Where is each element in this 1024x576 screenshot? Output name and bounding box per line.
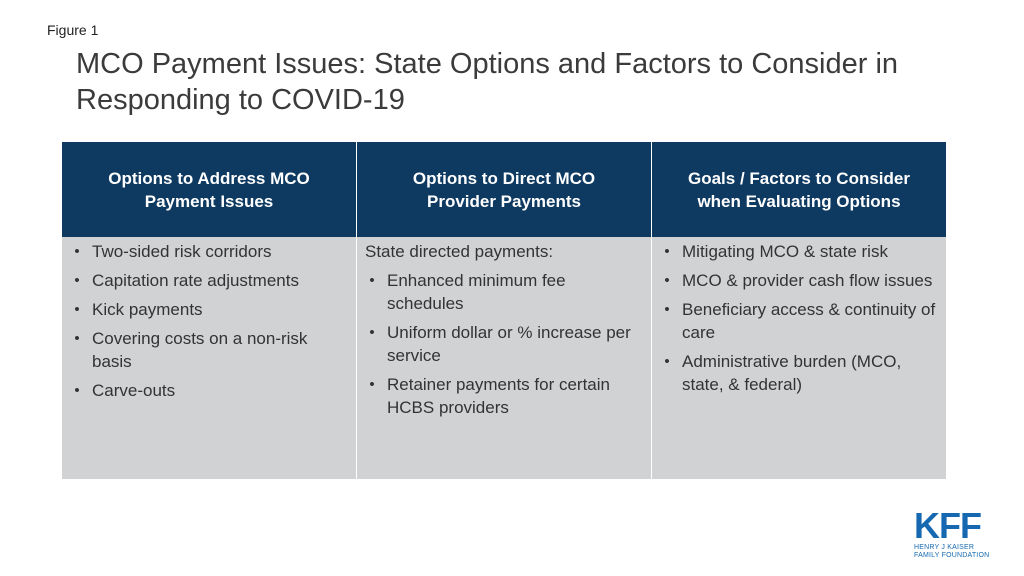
bullet-list: • Enhanced minimum fee schedules • Uniform… — [365, 269, 641, 419]
bullet-icon: • — [664, 353, 670, 370]
list-item: • Mitigating MCO & state risk — [660, 240, 936, 263]
column-header-text: Goals / Factors to Consider when Evaluat… — [688, 168, 910, 211]
logo-subtitle-line2: FAMILY FOUNDATION — [914, 552, 990, 559]
list-item-text: Carve-outs — [92, 381, 176, 400]
list-item: • Carve-outs — [70, 379, 346, 402]
list-item: • Covering costs on a non-risk basis — [70, 327, 346, 373]
bullet-icon: • — [74, 243, 80, 260]
column-intro-text: State directed payments: — [365, 242, 554, 261]
bullet-list: • Mitigating MCO & state risk • MCO & prov… — [660, 240, 936, 396]
list-item-text: Mitigating MCO & state risk — [682, 242, 888, 261]
bullet-icon: • — [74, 382, 80, 399]
options-table: Options to Address MCO Payment Issues Op… — [62, 142, 946, 479]
list-item: • Two-sided risk corridors — [70, 240, 346, 263]
list-item: • Enhanced minimum fee schedules — [365, 269, 641, 315]
list-item: • Administrative burden (MCO, state, & fe… — [660, 350, 936, 396]
bullet-icon: • — [664, 243, 670, 260]
bullet-icon: • — [74, 301, 80, 318]
list-item-text: Retainer payments for certain HCBS provi… — [387, 375, 610, 417]
bullet-list: • Two-sided risk corridors • Capitation ra… — [70, 240, 346, 402]
logo-subtitle-line1: HENRY J KAISER — [914, 544, 975, 551]
bullet-icon: • — [74, 272, 80, 289]
logo-mark: KFF — [914, 505, 982, 546]
list-item: • Uniform dollar or % increase per servic… — [365, 321, 641, 367]
column-header-direct-payments: Options to Direct MCO Provider Payments — [356, 142, 651, 237]
column-body-address-payment: • Two-sided risk corridors • Capitation ra… — [62, 237, 356, 479]
column-header-text: Options to Address MCO Payment Issues — [108, 168, 310, 211]
column-body-goals-factors: • Mitigating MCO & state risk • MCO & prov… — [651, 237, 946, 479]
column-header-address-payment: Options to Address MCO Payment Issues — [62, 142, 356, 237]
list-item-text: Administrative burden (MCO, state, & fed… — [682, 352, 902, 394]
list-item-text: Covering costs on a non-risk basis — [92, 329, 308, 371]
column-header-text: Options to Direct MCO Provider Payments — [412, 168, 596, 211]
bullet-icon: • — [369, 324, 375, 341]
bullet-icon: • — [664, 272, 670, 289]
list-item-text: MCO & provider cash flow issues — [682, 271, 933, 290]
bullet-icon: • — [369, 376, 375, 393]
list-item: • Kick payments — [70, 298, 346, 321]
list-item: • Capitation rate adjustments — [70, 269, 346, 292]
column-body-direct-payments: State directed payments: • Enhanced minim… — [356, 237, 651, 479]
list-item-text: Two-sided risk corridors — [92, 242, 272, 261]
list-item-text: Uniform dollar or % increase per service — [387, 323, 631, 365]
list-item: • MCO & provider cash flow issues — [660, 269, 936, 292]
column-header-goals-factors: Goals / Factors to Consider when Evaluat… — [651, 142, 946, 237]
list-item-text: Kick payments — [92, 300, 203, 319]
kff-logo: KFF HENRY J KAISER FAMILY FOUNDATION — [914, 505, 994, 560]
page-title: MCO Payment Issues: State Options and Fa… — [76, 48, 899, 116]
bullet-icon: • — [369, 272, 375, 289]
bullet-icon: • — [664, 301, 670, 318]
list-item: • Beneficiary access & continuity of care — [660, 298, 936, 344]
list-item-text: Enhanced minimum fee schedules — [387, 271, 566, 313]
list-item: • Retainer payments for certain HCBS prov… — [365, 373, 641, 419]
list-item-text: Beneficiary access & continuity of care — [682, 300, 936, 342]
figure-label: Figure 1 — [47, 22, 99, 38]
list-item-text: Capitation rate adjustments — [92, 271, 299, 290]
bullet-icon: • — [74, 330, 80, 347]
